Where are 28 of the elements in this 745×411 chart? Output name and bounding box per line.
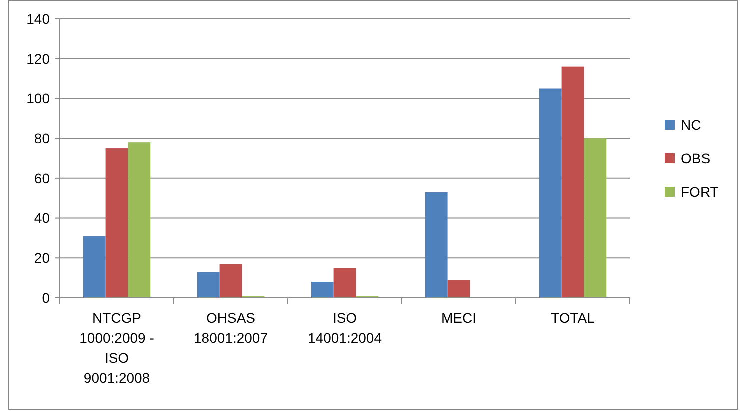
x-tick-label: ISO 14001:2004 [308, 310, 382, 346]
bar [128, 142, 151, 298]
x-tick-label: NTCGP 1000:2009 - ISO 9001:2008 [80, 310, 155, 386]
y-tick-label: 120 [26, 50, 50, 67]
y-tick-label: 40 [34, 210, 50, 226]
x-tick-label: MECI [442, 310, 476, 326]
bar [106, 148, 128, 298]
legend-label: OBS [681, 150, 711, 166]
bar [220, 264, 242, 298]
bar [311, 282, 334, 298]
y-tick-label: 0 [42, 290, 50, 306]
bar [448, 280, 470, 298]
y-tick-label: 60 [34, 170, 50, 186]
x-tick-label: OHSAS 18001:2007 [194, 310, 268, 346]
legend-label: NC [681, 116, 702, 133]
bar [562, 66, 584, 298]
bar [334, 268, 356, 298]
bar [83, 236, 106, 298]
y-tick-label: 20 [34, 250, 50, 266]
legend-label: FORT [681, 184, 720, 200]
bar [197, 272, 220, 298]
x-tick-label: TOTAL [551, 310, 596, 326]
bar [584, 138, 607, 298]
bar [539, 88, 562, 298]
bar [425, 192, 448, 298]
y-tick-label: 140 [26, 10, 50, 27]
y-tick-label: 80 [34, 130, 50, 146]
y-tick-label: 100 [26, 90, 50, 107]
